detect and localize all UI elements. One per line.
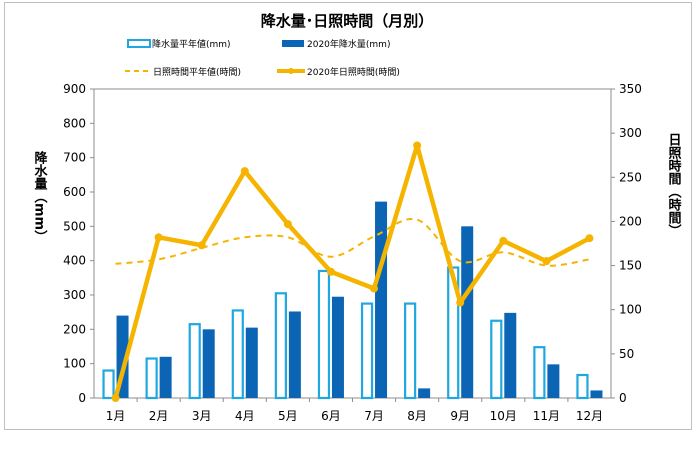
bar-2020-precip <box>331 296 344 398</box>
left-tick-label: 200 <box>63 322 86 336</box>
legend: 降水量平年値(mm) 2020年降水量(mm) 日照時間平年値(時間) 2020… <box>125 38 400 78</box>
right-tick-label: 300 <box>619 126 642 140</box>
point-2020-sunshine <box>283 220 292 229</box>
x-category-label: 9月 <box>450 409 470 423</box>
right-tick-label: 350 <box>619 82 642 96</box>
bar-normal-precip <box>274 292 287 400</box>
x-category-label: 6月 <box>321 409 341 423</box>
bar-2020-precip <box>202 329 215 398</box>
right-tick-label: 100 <box>619 303 642 317</box>
bar-normal-precip <box>102 369 115 400</box>
left-tick-label: 700 <box>63 151 86 165</box>
left-tick-label: 900 <box>63 82 86 96</box>
bar-2020-precip <box>547 364 560 398</box>
bar-2020-precip <box>288 311 301 398</box>
point-2020-sunshine <box>456 298 465 307</box>
point-2020-sunshine <box>370 284 379 293</box>
left-axis-title: 降水量（mm） <box>32 150 49 243</box>
left-tick-label: 500 <box>63 219 86 233</box>
right-tick-label: 250 <box>619 170 642 184</box>
bar-2020-precip <box>418 388 431 398</box>
legend-swatch-normal-precip <box>127 39 151 48</box>
point-2020-sunshine <box>413 141 422 150</box>
bar-normal-precip <box>533 346 546 400</box>
x-category-label: 4月 <box>235 409 255 423</box>
bar-normal-precip <box>404 302 417 400</box>
bar-2020-precip <box>116 315 129 398</box>
point-2020-sunshine <box>326 267 335 276</box>
left-tick-label: 400 <box>63 254 86 268</box>
right-tick-label: 0 <box>619 391 627 405</box>
precipitation-sunshine-chart: 降水量･日照時間（月別） 降水量平年値(mm) 2020年降水量(mm) 日照時… <box>32 12 683 423</box>
left-tick-label: 0 <box>78 391 86 405</box>
bar-normal-precip <box>188 323 201 400</box>
right-axis-title-text: 日照時間（時間） <box>666 133 683 237</box>
chart-title: 降水量･日照時間（月別） <box>261 12 434 30</box>
left-tick-label: 100 <box>63 357 86 371</box>
legend-marker-2020-sunshine <box>288 68 294 74</box>
legend-label-2020-precip: 2020年降水量(mm) <box>307 38 390 50</box>
bar-2020-precip <box>159 356 172 398</box>
bar-2020-precip <box>375 201 388 398</box>
legend-label-normal-precip: 降水量平年値(mm) <box>152 38 231 50</box>
bar-normal-precip <box>360 302 374 400</box>
left-tick-label: 800 <box>63 116 86 130</box>
right-axis-title: 日照時間（時間） <box>666 133 683 237</box>
x-category-label: 5月 <box>278 409 298 423</box>
point-2020-sunshine <box>111 394 120 402</box>
left-tick-label: 600 <box>63 185 86 199</box>
left-tick-label: 300 <box>63 288 86 302</box>
x-category-label: 8月 <box>407 409 427 423</box>
bar-normal-precip <box>490 319 503 400</box>
point-2020-sunshine <box>585 234 594 243</box>
right-tick-label: 50 <box>619 347 634 361</box>
line-2020-sunshine <box>113 143 591 399</box>
bar-2020-precip <box>245 327 258 398</box>
bar-2020-precip <box>504 312 517 398</box>
x-category-label: 1月 <box>106 409 126 423</box>
bar-normal-precip <box>576 373 589 400</box>
bar-normal-precip <box>317 269 331 400</box>
plot-area: 0 100 200 300 400 500 600 700 800 900 0 50 100 150 200… <box>63 82 642 423</box>
x-category-label: 10月 <box>490 409 517 423</box>
bar-2020-precip <box>590 390 603 398</box>
bar-2020-precip <box>461 226 474 398</box>
bar-normal-precip <box>231 309 244 400</box>
legend-swatch-2020-precip <box>282 40 304 47</box>
legend-label-2020-sunshine: 2020年日照時間(時間) <box>307 66 400 78</box>
x-category-label: 3月 <box>192 409 212 423</box>
left-axis-title-text: 降水量（mm） <box>32 150 49 243</box>
x-category-label: 2月 <box>149 409 169 423</box>
bar-normal-precip <box>145 357 158 400</box>
x-category-label: 7月 <box>364 409 384 423</box>
right-tick-label: 200 <box>619 214 642 228</box>
point-2020-sunshine <box>240 167 249 176</box>
x-category-label: 12月 <box>576 409 603 423</box>
x-category-label: 11月 <box>533 409 560 423</box>
point-2020-sunshine <box>197 241 206 250</box>
point-2020-sunshine <box>542 257 551 266</box>
point-2020-sunshine <box>154 233 163 242</box>
point-2020-sunshine <box>499 236 508 245</box>
chart-frame: 降水量･日照時間（月別） 降水量平年値(mm) 2020年降水量(mm) 日照時… <box>4 2 692 430</box>
legend-label-normal-sunshine: 日照時間平年値(時間) <box>153 66 241 78</box>
right-tick-label: 150 <box>619 259 642 273</box>
bar-normal-precip <box>447 266 460 400</box>
